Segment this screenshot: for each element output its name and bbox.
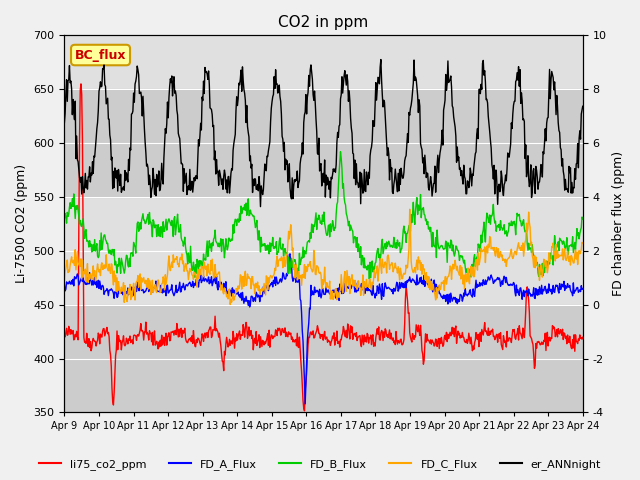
- Text: BC_flux: BC_flux: [75, 48, 126, 61]
- Title: CO2 in ppm: CO2 in ppm: [278, 15, 369, 30]
- Y-axis label: Li-7500 CO2 (ppm): Li-7500 CO2 (ppm): [15, 164, 28, 283]
- Y-axis label: FD chamber flux (ppm): FD chamber flux (ppm): [612, 151, 625, 297]
- Bar: [65, 89, 583, 197]
- Bar: [65, 305, 583, 412]
- Legend: li75_co2_ppm, FD_A_Flux, FD_B_Flux, FD_C_Flux, er_ANNnight: li75_co2_ppm, FD_A_Flux, FD_B_Flux, FD_C…: [35, 455, 605, 474]
